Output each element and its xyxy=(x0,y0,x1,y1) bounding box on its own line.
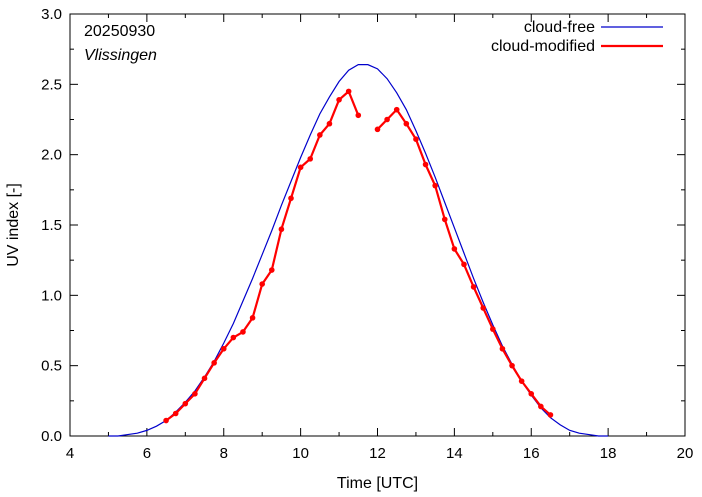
x-tick-label: 8 xyxy=(220,445,228,462)
cloud-modified-point xyxy=(547,412,554,418)
cloud-modified-point xyxy=(192,391,198,397)
legend-label-cloud-modified: cloud-modified xyxy=(491,38,595,55)
cloud-modified-point xyxy=(393,106,400,113)
y-tick-label: 1.0 xyxy=(41,287,62,304)
cloud-modified-point xyxy=(278,226,285,233)
y-tick-label: 1.5 xyxy=(41,217,62,234)
cloud-modified-point xyxy=(441,216,448,223)
cloud-modified-point xyxy=(538,403,544,410)
legend: cloud-free cloud-modified xyxy=(491,19,663,55)
cloud-modified-point xyxy=(201,375,208,382)
plot-frame xyxy=(69,13,686,437)
cloud-modified-point xyxy=(230,334,237,341)
cloud-modified-point xyxy=(249,315,256,321)
cloud-modified-point xyxy=(413,136,419,142)
cloud-modified-point xyxy=(403,120,410,127)
x-tick-label: 18 xyxy=(600,445,617,462)
y-tick-label: 3.0 xyxy=(41,6,62,23)
cloud-modified-point xyxy=(480,305,487,311)
cloud-modified-point xyxy=(422,161,429,168)
x-tick-label: 14 xyxy=(446,445,463,462)
x-tick-label: 4 xyxy=(66,445,74,462)
cloud-modified-point xyxy=(461,261,467,268)
y-tick-label: 2.0 xyxy=(41,147,62,164)
cloud-modified-point xyxy=(374,126,381,133)
y-tick-label: 0.5 xyxy=(41,358,62,375)
cloud-modified-point xyxy=(384,116,390,123)
cloud-modified-point xyxy=(432,182,438,189)
plot-border xyxy=(69,13,686,437)
cloud-modified-point xyxy=(326,120,333,127)
x-axis-label: Time [UTC] xyxy=(337,475,418,492)
x-tick-label: 16 xyxy=(523,445,540,462)
cloud-modified-point xyxy=(490,326,496,332)
cloud-modified-point xyxy=(182,400,189,407)
x-tick-label: 20 xyxy=(677,445,694,462)
cloud-modified-point xyxy=(317,132,323,138)
cloud-modified-point xyxy=(307,156,314,162)
cloud-modified-point xyxy=(240,329,246,335)
series-layer xyxy=(108,64,609,437)
cloud-modified-point xyxy=(509,362,515,369)
cloud-modified-point xyxy=(220,345,227,352)
x-tick-label: 12 xyxy=(369,445,386,462)
cloud-modified-point xyxy=(528,391,535,397)
legend-label-cloud-free: cloud-free xyxy=(524,19,595,36)
cloud-modified-point xyxy=(499,345,506,352)
cloud-modified-point xyxy=(211,360,217,366)
cloud-modified-point xyxy=(259,281,265,287)
axis-ticks: 4 6 8 10 12 14 16 18 20 0.0 0.5 1.0 1.5 2.0 2.5 3.0 xyxy=(41,6,693,462)
cloud-modified-point xyxy=(345,88,352,95)
y-tick-label: 2.5 xyxy=(41,76,62,93)
y-axis-label: UV index [-] xyxy=(5,183,22,267)
station-annotation: Vlissingen xyxy=(84,47,157,64)
cloud-modified-point xyxy=(470,284,477,290)
cloud-modified-point xyxy=(355,112,362,119)
cloud-modified-point xyxy=(172,410,179,417)
cloud-modified-point xyxy=(297,164,304,171)
cloud-modified-point xyxy=(163,417,169,424)
cloud-modified-point xyxy=(451,246,458,252)
cloud-modified-point xyxy=(518,378,525,384)
x-tick-label: 6 xyxy=(143,445,151,462)
y-tick-label: 0.0 xyxy=(41,428,62,445)
cloud-modified-point xyxy=(288,195,294,202)
cloud-modified-point xyxy=(268,267,275,273)
x-tick-label: 10 xyxy=(292,445,309,462)
date-annotation: 20250930 xyxy=(84,23,155,40)
cloud-modified-point xyxy=(336,97,342,103)
cloud-free-line xyxy=(108,64,609,437)
